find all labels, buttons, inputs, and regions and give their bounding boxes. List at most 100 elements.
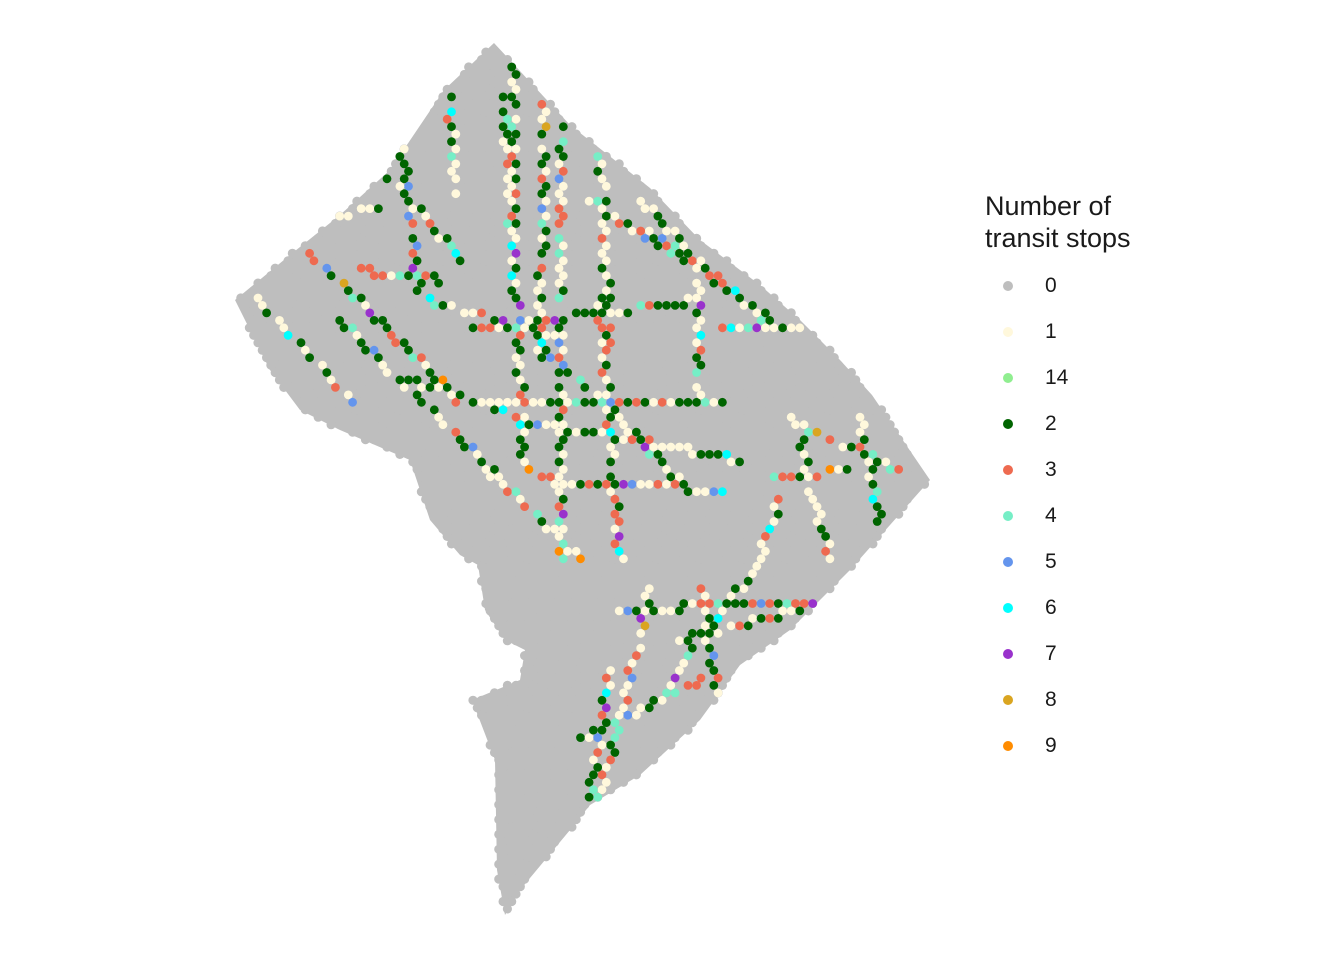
transit-hex-cell bbox=[554, 532, 564, 541]
transit-hex-cell bbox=[692, 368, 701, 377]
hex-cell bbox=[782, 375, 792, 385]
hex-cell bbox=[365, 189, 375, 199]
hex-cell bbox=[752, 636, 762, 646]
hex-cell bbox=[335, 271, 345, 281]
hex-cell bbox=[545, 367, 556, 378]
hex-cell bbox=[528, 353, 538, 363]
transit-hex-cell bbox=[503, 189, 512, 199]
hex-cell bbox=[790, 435, 801, 445]
hex-cell bbox=[567, 286, 577, 296]
transit-hex-cell bbox=[262, 308, 271, 318]
hex-cell bbox=[739, 509, 749, 519]
hex-cell bbox=[842, 509, 852, 519]
hex-cell bbox=[782, 464, 792, 474]
hex-cell bbox=[477, 531, 487, 542]
transit-hex-cell bbox=[511, 114, 521, 124]
hex-cell bbox=[550, 226, 560, 236]
transit-hex-cell bbox=[855, 412, 865, 422]
hex-cell bbox=[399, 278, 409, 288]
hex-cell bbox=[799, 494, 809, 504]
hex-cell bbox=[408, 159, 418, 169]
hex-cell bbox=[717, 546, 728, 556]
transit-hex-cell bbox=[589, 785, 598, 795]
hex-cell bbox=[477, 218, 487, 229]
hex-cell bbox=[442, 516, 452, 527]
hex-cell bbox=[464, 524, 474, 534]
transit-hex-cell bbox=[356, 204, 366, 214]
hex-cell bbox=[661, 256, 672, 266]
hex-cell bbox=[537, 829, 547, 840]
transit-hex-cell bbox=[404, 345, 413, 355]
hex-cell bbox=[722, 584, 732, 594]
transit-hex-cell bbox=[503, 219, 512, 228]
hex-cell bbox=[507, 509, 517, 519]
hex-cell bbox=[326, 286, 336, 296]
hex-cell bbox=[636, 747, 646, 758]
transit-hex-cell bbox=[601, 226, 611, 236]
hex-cell bbox=[717, 665, 728, 676]
transit-hex-cell bbox=[511, 129, 521, 139]
hex-cell bbox=[653, 718, 663, 728]
hex-cell bbox=[623, 531, 633, 542]
hex-cell bbox=[679, 226, 689, 236]
hex-cell bbox=[339, 353, 349, 363]
transit-hex-cell bbox=[700, 621, 710, 631]
hex-cell bbox=[348, 278, 358, 288]
hex-cell bbox=[679, 509, 689, 519]
hex-cell bbox=[446, 330, 457, 340]
hex-cell bbox=[313, 308, 323, 318]
hex-cell bbox=[494, 561, 504, 571]
hex-cell bbox=[313, 338, 323, 348]
hex-cell bbox=[550, 837, 560, 847]
transit-hex-cell bbox=[610, 405, 620, 415]
hex-cell bbox=[545, 591, 556, 601]
hex-cell bbox=[644, 554, 654, 564]
hex-cell bbox=[593, 569, 603, 579]
hex-cell bbox=[696, 539, 706, 549]
hex-cell bbox=[270, 367, 280, 378]
hex-cell bbox=[726, 472, 736, 482]
hex-cell bbox=[429, 509, 439, 519]
transit-hex-cell bbox=[765, 316, 775, 325]
transit-hex-cell bbox=[584, 733, 594, 742]
hex-cell bbox=[640, 412, 650, 422]
hex-cell bbox=[640, 338, 650, 348]
hex-cell bbox=[846, 382, 857, 392]
hex-cell bbox=[498, 777, 508, 787]
transit-hex-cell bbox=[644, 703, 654, 713]
hex-cell bbox=[687, 554, 697, 564]
transit-hex-cell bbox=[765, 614, 775, 623]
hex-cell bbox=[472, 375, 482, 385]
hex-cell bbox=[455, 539, 465, 549]
hex-cell bbox=[446, 449, 457, 459]
hex-cell bbox=[279, 338, 289, 348]
hex-cell bbox=[752, 353, 762, 363]
transit-hex-cell bbox=[554, 159, 564, 169]
hex-cell bbox=[649, 740, 659, 750]
hex-cell bbox=[631, 457, 642, 467]
transit-hex-cell bbox=[748, 614, 757, 623]
hex-cell bbox=[520, 129, 530, 139]
hex-cell bbox=[343, 330, 353, 340]
transit-hex-cell bbox=[421, 271, 431, 281]
hex-cell bbox=[382, 353, 392, 363]
hex-cell bbox=[545, 710, 556, 720]
hex-cell bbox=[532, 524, 543, 534]
hex-cell bbox=[773, 524, 783, 534]
hex-cell bbox=[507, 464, 517, 474]
transit-hex-cell bbox=[421, 360, 431, 370]
hex-cell bbox=[687, 360, 697, 370]
hex-cell bbox=[782, 449, 792, 459]
hex-cell bbox=[429, 241, 439, 251]
hex-cell bbox=[614, 233, 624, 243]
hex-cell bbox=[494, 814, 504, 825]
hex-cell bbox=[571, 472, 581, 482]
hex-cell bbox=[459, 69, 469, 80]
hex-cell bbox=[683, 606, 693, 616]
hex-cell bbox=[468, 129, 478, 139]
hex-cell bbox=[498, 271, 508, 281]
hex-cell bbox=[494, 69, 504, 80]
hex-cell bbox=[386, 390, 396, 400]
hex-cell bbox=[687, 300, 697, 310]
hex-cell bbox=[623, 472, 633, 482]
